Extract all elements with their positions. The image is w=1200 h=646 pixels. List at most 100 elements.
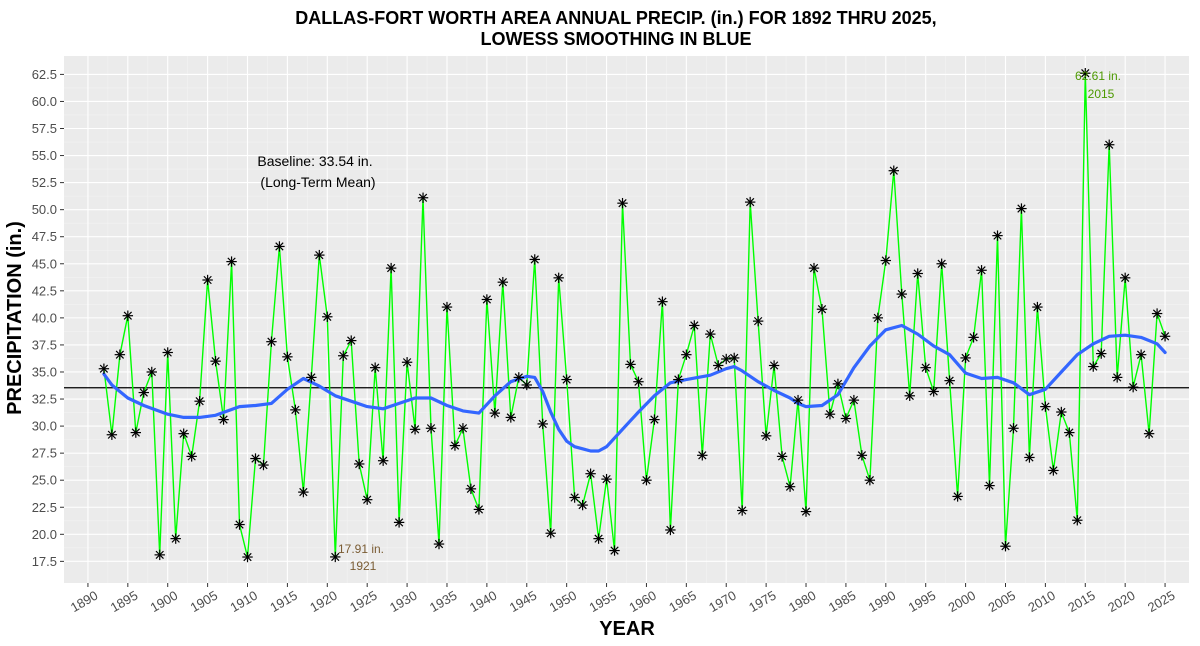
y-tick-label: 57.5 <box>32 121 57 136</box>
y-tick-label: 17.5 <box>32 554 57 569</box>
data-point-marker <box>888 165 899 176</box>
y-tick-label: 35.0 <box>32 364 57 379</box>
data-point-marker <box>1080 68 1091 79</box>
data-point-marker <box>1127 381 1139 393</box>
baseline-annotation-line1: Baseline: 33.54 in. <box>257 153 372 169</box>
marker-stroke <box>179 429 188 438</box>
data-point-marker <box>202 274 213 286</box>
marker-stroke <box>267 337 276 346</box>
marker-stroke <box>195 397 204 406</box>
data-point-marker <box>1056 406 1067 418</box>
marker-stroke <box>498 277 507 287</box>
marker-stroke <box>1081 69 1090 78</box>
data-point-marker <box>625 359 636 370</box>
data-point-marker <box>250 453 261 464</box>
data-point-marker <box>481 294 493 305</box>
data-point-marker <box>457 423 469 434</box>
data-point-marker <box>808 262 820 274</box>
lowess-smoothing-line <box>102 323 1167 453</box>
x-tick-label: 1950 <box>547 588 580 615</box>
marker-stroke <box>251 454 260 463</box>
data-point-marker <box>521 379 532 391</box>
x-tick-label: 2000 <box>946 588 979 615</box>
x-tick-label: 1955 <box>587 588 620 615</box>
data-point-marker <box>1096 348 1107 359</box>
data-point-marker <box>330 551 341 563</box>
y-axis-title: PRECIPITATION (in.) <box>4 221 26 415</box>
data-point-marker <box>441 301 453 313</box>
data-point-marker <box>609 545 620 556</box>
data-point-marker <box>1111 372 1123 383</box>
data-point-marker <box>689 320 700 331</box>
data-point-marker <box>856 450 868 461</box>
x-tick-label: 1935 <box>427 588 460 615</box>
marker-stroke <box>1160 332 1170 341</box>
marker-stroke <box>1009 424 1018 433</box>
data-point-marker <box>513 372 524 383</box>
marker-stroke <box>642 476 651 485</box>
marker-stroke <box>650 415 659 424</box>
marker-stroke <box>283 352 292 362</box>
marker-stroke <box>339 351 348 360</box>
marker-stroke <box>299 487 308 497</box>
marker-stroke <box>714 361 723 370</box>
marker-stroke <box>570 493 579 502</box>
marker-stroke <box>833 379 843 389</box>
marker-stroke <box>945 376 954 385</box>
data-point-marker <box>904 390 915 401</box>
marker-stroke <box>730 353 739 363</box>
x-tick-label: 2025 <box>1145 588 1178 615</box>
marker-stroke <box>674 375 683 384</box>
max-annotation-value: 62.61 in. <box>1075 69 1121 83</box>
marker-stroke <box>993 231 1002 240</box>
marker-stroke <box>785 482 795 491</box>
y-tick-label: 27.5 <box>32 446 57 461</box>
data-point-marker <box>992 230 1003 241</box>
marker-stroke <box>243 552 252 562</box>
marker-stroke <box>227 257 236 266</box>
data-point-marker <box>409 424 421 435</box>
marker-stroke <box>889 166 898 175</box>
data-point-marker <box>266 336 277 347</box>
marker-stroke <box>402 358 412 367</box>
marker-stroke <box>474 505 484 514</box>
x-tick-label: 1990 <box>866 588 899 615</box>
data-point-marker <box>130 427 142 438</box>
marker-stroke <box>147 367 156 377</box>
data-point-marker <box>170 533 181 544</box>
x-tick-label: 2010 <box>1025 588 1058 615</box>
marker-stroke <box>1025 453 1034 462</box>
data-point-marker <box>768 360 780 371</box>
marker-stroke <box>825 410 835 419</box>
data-point-marker <box>936 258 947 269</box>
data-point-marker <box>505 412 517 423</box>
data-point-marker <box>928 386 939 397</box>
x-axis-title: YEAR <box>599 618 655 640</box>
max-annotation-year: 2015 <box>1088 87 1115 101</box>
x-tick-label: 1995 <box>906 588 939 615</box>
data-point-marker <box>641 474 652 486</box>
data-point-marker <box>1016 203 1027 214</box>
data-point-marker <box>832 378 844 390</box>
marker-stroke <box>1073 516 1082 525</box>
data-point-marker <box>816 304 828 315</box>
marker-stroke <box>690 321 699 330</box>
marker-stroke <box>626 360 635 369</box>
data-point-marker <box>106 429 118 440</box>
marker-stroke <box>873 313 882 323</box>
data-point-marker <box>226 256 237 267</box>
data-point-marker <box>354 458 365 470</box>
marker-stroke <box>913 269 922 278</box>
data-point-marker <box>561 374 572 385</box>
marker-stroke <box>203 275 212 285</box>
y-tick-label: 52.5 <box>32 175 57 190</box>
baseline-annotation-line2: (Long-Term Mean) <box>260 174 375 190</box>
marker-stroke <box>706 329 715 339</box>
data-point-marker <box>569 492 580 503</box>
data-point-marker <box>473 504 485 515</box>
x-axis-ticks: 1890 1895 1900 1905 1910 1915 1920 1925 1930 1935… <box>68 583 1178 615</box>
y-tick-label: 62.5 <box>32 67 57 82</box>
marker-stroke <box>849 395 859 405</box>
marker-stroke <box>1049 466 1058 475</box>
